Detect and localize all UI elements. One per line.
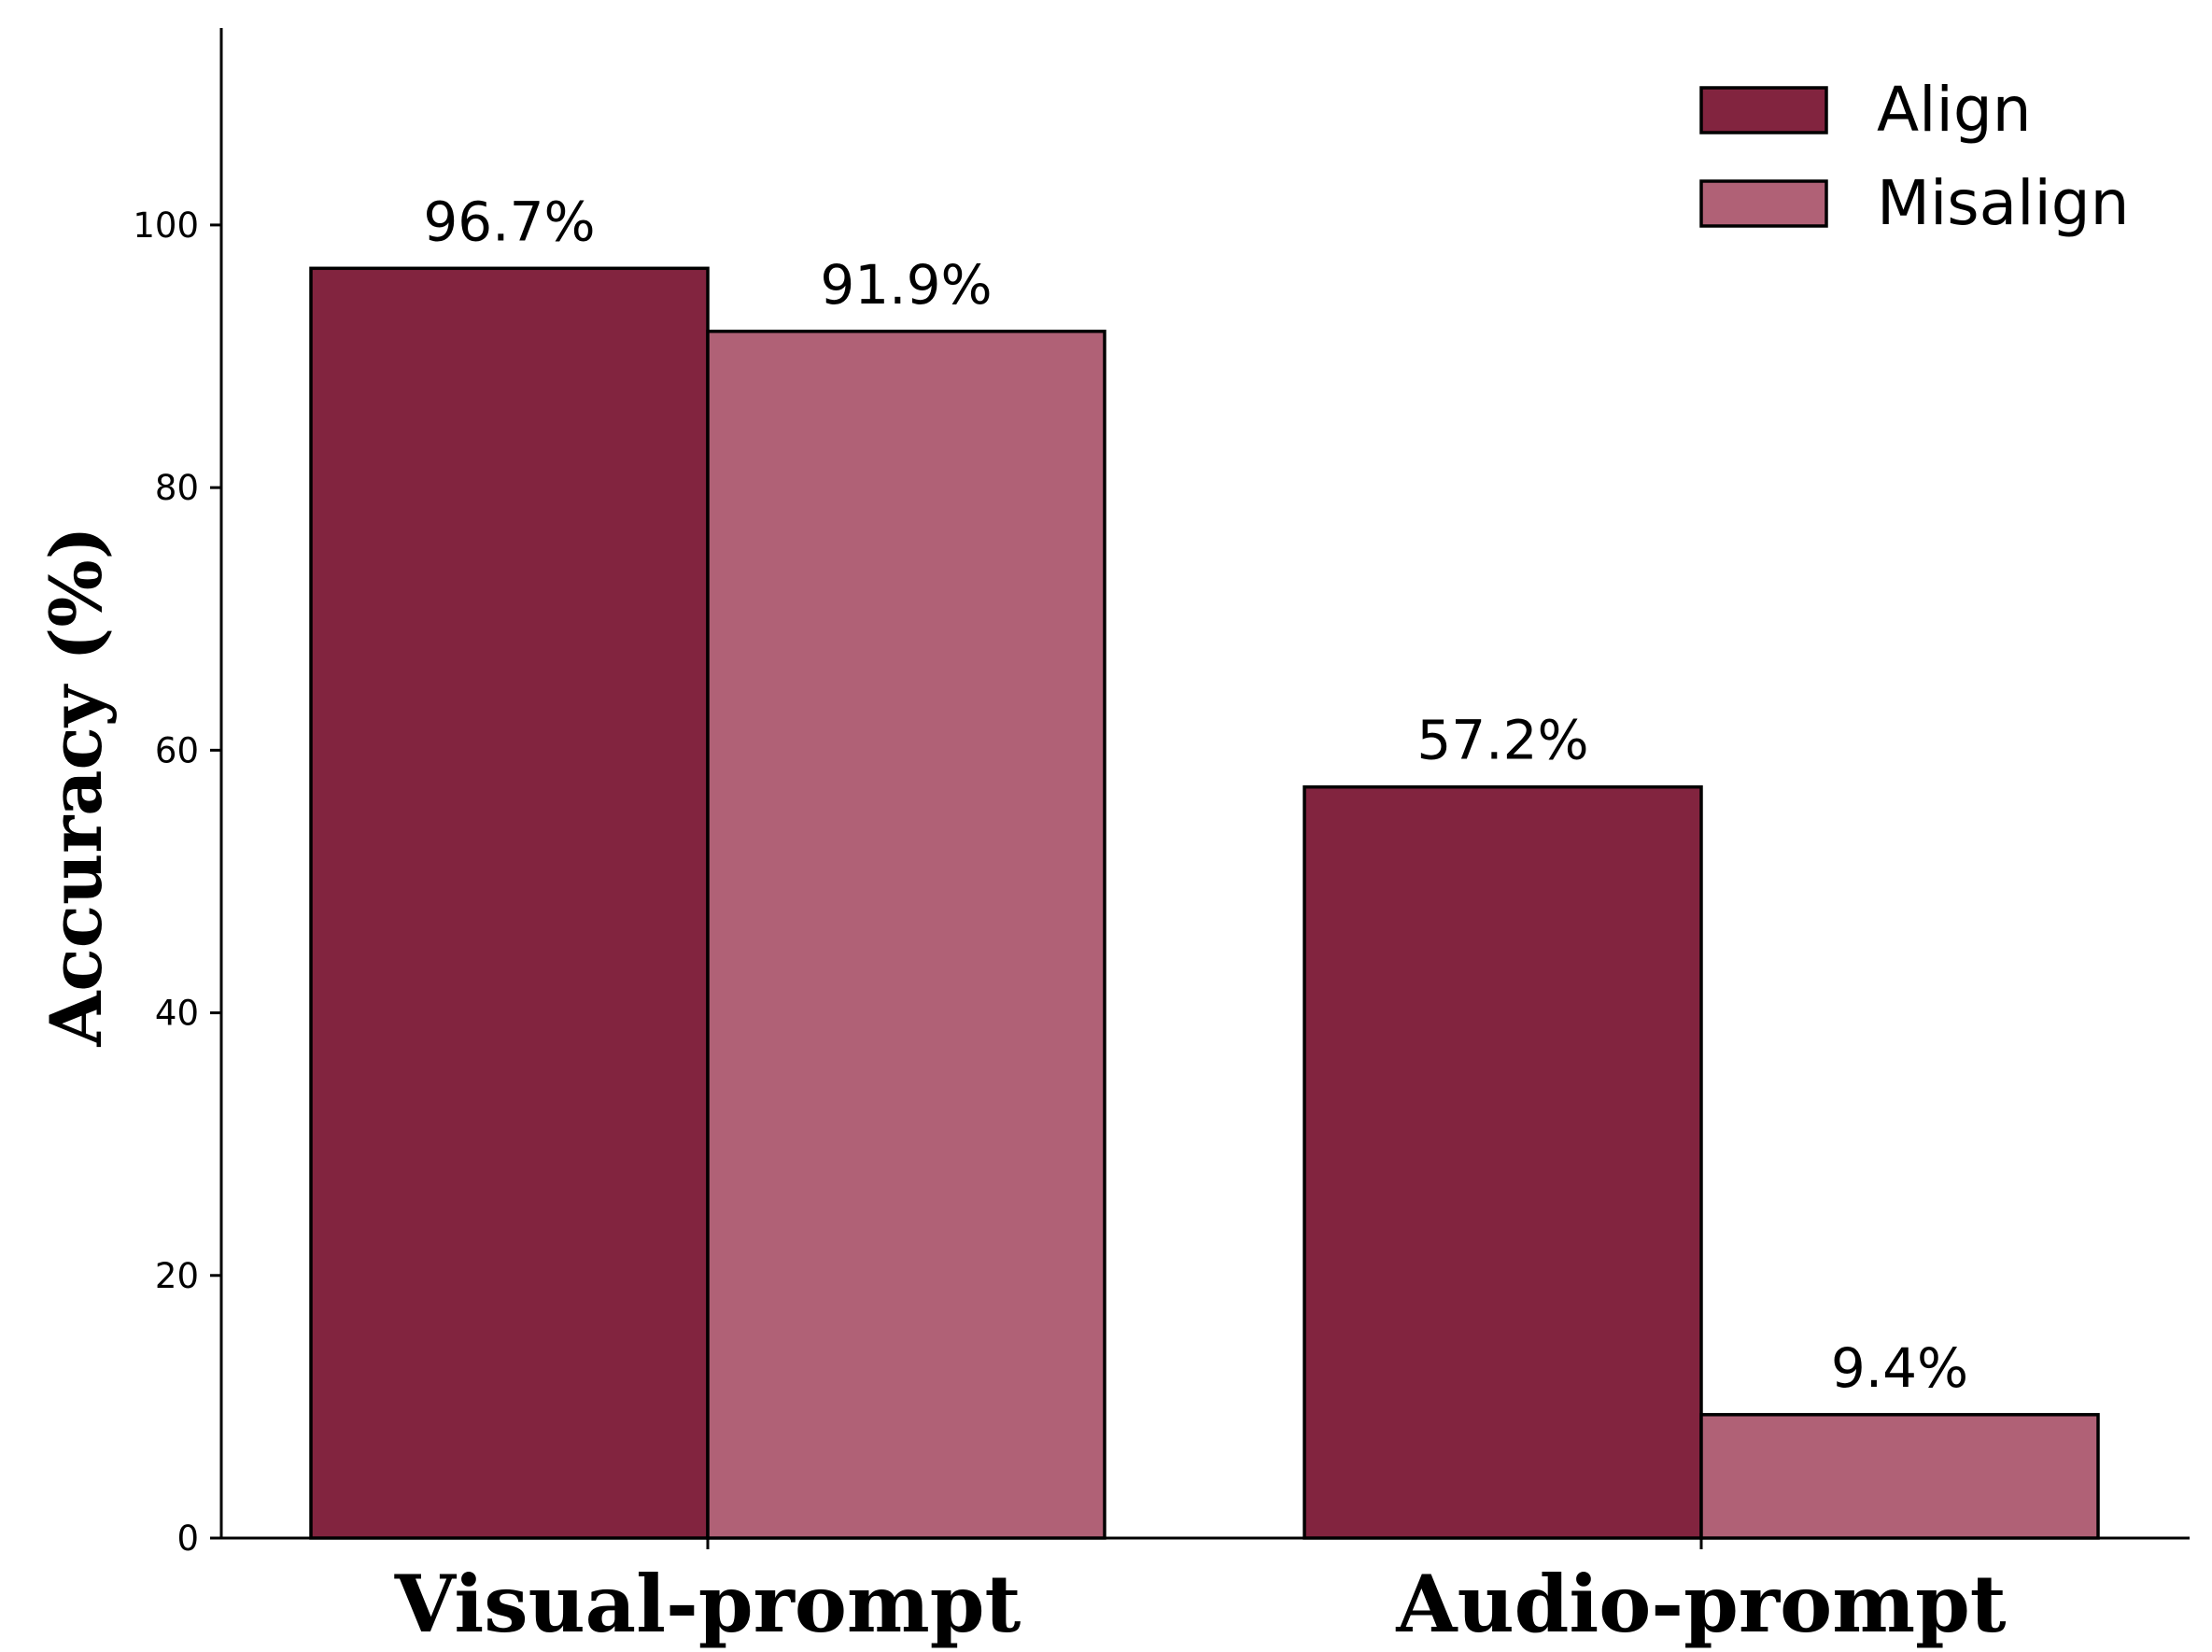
bar-value-label: 91.9% — [820, 253, 992, 317]
legend-label-align: Align — [1877, 74, 2032, 146]
x-category-label: Audio-prompt — [1395, 1558, 2006, 1650]
legend: Align Misalign — [1699, 74, 2130, 239]
legend-label-misalign: Misalign — [1877, 167, 2130, 239]
axes: 0 20 40 60 80 100 Visual-prompt Audio-prompt — [133, 28, 2190, 1650]
bar-value-label: 9.4% — [1831, 1336, 1968, 1400]
bar-misalign-visual-prompt — [706, 330, 1106, 1540]
bars — [309, 266, 2100, 1540]
y-axis-title: Accuracy (%) — [35, 526, 118, 1047]
bar-align-visual-prompt — [309, 266, 710, 1540]
bar-value-labels: 96.7% 57.2% 91.9% 9.4% — [423, 190, 1968, 1400]
x-category-label: Visual-prompt — [394, 1558, 1021, 1650]
y-tick-label: 20 — [155, 1256, 199, 1296]
bar-value-label: 57.2% — [1416, 709, 1588, 772]
bar-align-audio-prompt — [1303, 784, 1703, 1540]
bar-value-label: 96.7% — [423, 190, 595, 253]
bar-misalign-audio-prompt — [1699, 1413, 2100, 1540]
y-tick-label: 40 — [155, 994, 199, 1034]
legend-swatch-align — [1699, 86, 1828, 134]
y-tick-label: 100 — [133, 205, 199, 246]
y-tick-label: 60 — [155, 730, 199, 770]
legend-swatch-misalign — [1699, 179, 1828, 228]
y-tick-label: 0 — [176, 1518, 199, 1559]
y-tick-label: 80 — [155, 468, 199, 508]
